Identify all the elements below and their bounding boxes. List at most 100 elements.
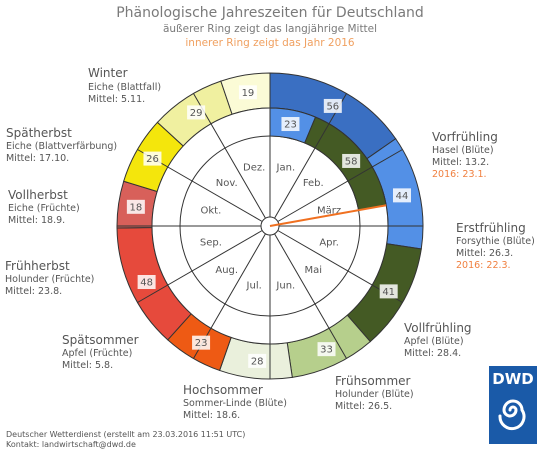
logo-spiral-icon xyxy=(498,399,526,431)
season-indicator: Forsythie (Blüte) xyxy=(456,236,535,247)
month-label: Sep. xyxy=(200,237,222,248)
outer-value-label: 33 xyxy=(320,345,333,356)
season-indicator: Eiche (Früchte) xyxy=(8,203,80,214)
subtitle-outer-ring: äußerer Ring zeigt das langjährige Mitte… xyxy=(163,23,377,35)
season-indicator: Eiche (Blattfall) xyxy=(88,82,161,93)
outer-value-box xyxy=(317,342,336,357)
subtitle-inner-ring: innerer Ring zeigt das Jahr 2016 xyxy=(185,37,355,49)
outer-value-label: 56 xyxy=(326,101,339,112)
season-name: Vollfrühling xyxy=(404,321,472,335)
month-spoke xyxy=(274,233,347,359)
month-label: Feb. xyxy=(303,178,324,189)
outer-value-box xyxy=(248,353,267,368)
season-indicator: Apfel (Blüte) xyxy=(404,336,464,347)
season-indicator: Apfel (Früchte) xyxy=(62,348,132,359)
season-name: Vollherbst xyxy=(8,188,68,202)
season-indicator: Holunder (Blüte) xyxy=(335,389,414,400)
inner-value-label: 58 xyxy=(345,156,358,167)
season-mean: Mittel: 5.8. xyxy=(62,360,113,371)
season-mean: Mittel: 23.8. xyxy=(5,286,62,297)
inner-value-label: 23 xyxy=(284,120,297,131)
month-label: Nov. xyxy=(216,178,238,189)
outer-value-label: 26 xyxy=(146,154,159,165)
outer-value-box xyxy=(187,105,206,120)
month-spoke xyxy=(274,93,347,219)
outer-value-label: 28 xyxy=(251,356,264,367)
outer-value-box xyxy=(192,335,211,350)
inner-values: 23 58 xyxy=(281,117,361,168)
month-label: Mai xyxy=(305,265,323,276)
month-label: März xyxy=(317,206,341,217)
season-name: Frühsommer xyxy=(335,374,411,388)
dwd-logo: DWD xyxy=(489,366,537,444)
season-mean: Mittel: 13.2. xyxy=(432,157,489,168)
outer-value-box xyxy=(143,151,162,166)
month-label: Jun. xyxy=(275,281,295,292)
outer-value-label: 19 xyxy=(242,88,255,99)
season-mean: Mittel: 26.5. xyxy=(335,401,392,412)
month-label: Aug. xyxy=(215,265,238,276)
label-vollherbst: Vollherbst Eiche (Früchte) Mittel: 18.9. xyxy=(8,188,80,226)
outer-value-box xyxy=(323,98,342,113)
outer-value-label: 23 xyxy=(195,338,208,349)
season-indicator: Holunder (Früchte) xyxy=(5,274,94,285)
month-spoke xyxy=(137,230,263,303)
logo-text: DWD xyxy=(492,370,533,388)
label-spaetherbst: Spätherbst Eiche (Blattverfärbung) Mitte… xyxy=(6,126,117,164)
outer-value-label: 41 xyxy=(382,287,395,298)
season-mean: Mittel: 28.4. xyxy=(404,348,461,359)
chart-title: Phänologische Jahreszeiten für Deutschla… xyxy=(116,5,424,21)
logo-background xyxy=(489,366,537,444)
season-name: Spätsommer xyxy=(62,333,139,347)
month-label: Dez. xyxy=(243,162,265,173)
season-indicator: Eiche (Blattverfärbung) xyxy=(6,141,117,152)
outer-value-label: 18 xyxy=(129,202,142,213)
outer-value-box xyxy=(379,284,398,299)
outer-value-box xyxy=(392,188,411,203)
month-spoke xyxy=(193,93,266,219)
inner-value-box xyxy=(281,117,300,132)
season-mean: Mittel: 5.11. xyxy=(88,94,145,105)
season-indicator: Hasel (Blüte) xyxy=(432,145,494,156)
season-mean: Mittel: 26.3. xyxy=(456,248,513,259)
season-name: Vorfrühling xyxy=(432,130,498,144)
inner-value-box xyxy=(342,153,361,168)
outer-value-box xyxy=(137,274,156,289)
label-vollfruehling: Vollfrühling Apfel (Blüte) Mittel: 28.4. xyxy=(404,321,472,359)
season-mean: Mittel: 18.6. xyxy=(183,410,240,421)
season-2016: 2016: 22.3. xyxy=(456,260,511,271)
footer-credit: Deutscher Wetterdienst (erstellt am 23.0… xyxy=(6,430,245,439)
label-fruehherbst: Frühherbst Holunder (Früchte) Mittel: 23… xyxy=(5,259,94,297)
label-erstfruehling: Erstfrühling Forsythie (Blüte) Mittel: 2… xyxy=(456,221,535,271)
outer-values: 56 44 41 33 28 23 48 18 26 29 19 xyxy=(126,85,411,368)
month-label: Jul. xyxy=(246,281,262,292)
label-vorfruehling: Vorfrühling Hasel (Blüte) Mittel: 13.2. … xyxy=(432,130,498,180)
center-marker xyxy=(260,204,387,236)
label-hochsommer: Hochsommer Sommer-Linde (Blüte) Mittel: … xyxy=(183,383,287,421)
month-label: Okt. xyxy=(201,206,222,217)
season-name: Erstfrühling xyxy=(456,221,526,235)
month-labels: Jan. Feb. März Apr. Mai Jun. Jul. Aug. Sep. Okt. N… xyxy=(200,162,341,291)
month-label: Jan. xyxy=(276,162,296,173)
month-label: Apr. xyxy=(319,237,339,248)
season-mean: Mittel: 17.10. xyxy=(6,153,69,164)
season-indicator: Sommer-Linde (Blüte) xyxy=(183,398,287,409)
outer-value-label: 29 xyxy=(190,108,203,119)
outer-value-box xyxy=(238,85,257,100)
label-winter: Winter Eiche (Blattfall) Mittel: 5.11. xyxy=(88,66,161,105)
footer-contact: Kontakt: landwirtschaft@dwd.de xyxy=(6,440,136,449)
label-spaetsommer: Spätsommer Apfel (Früchte) Mittel: 5.8. xyxy=(62,333,139,371)
outer-value-box xyxy=(126,199,145,214)
season-name: Winter xyxy=(88,66,128,80)
today-marker-line xyxy=(269,204,387,227)
season-name: Frühherbst xyxy=(5,259,70,273)
label-fruehsommer: Frühsommer Holunder (Blüte) Mittel: 26.5… xyxy=(335,374,414,412)
outer-value-label: 48 xyxy=(140,277,153,288)
season-name: Hochsommer xyxy=(183,383,263,397)
season-name: Spätherbst xyxy=(6,126,72,140)
season-mean: Mittel: 18.9. xyxy=(8,215,65,226)
season-2016: 2016: 23.1. xyxy=(432,169,487,180)
month-spoke xyxy=(277,149,403,222)
outer-value-label: 44 xyxy=(396,191,409,202)
